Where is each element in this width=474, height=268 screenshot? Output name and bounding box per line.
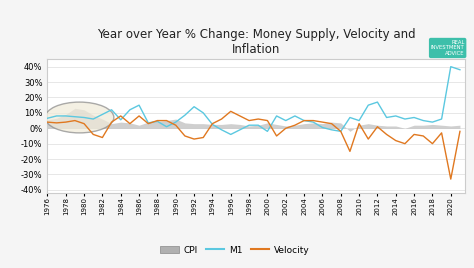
Legend: CPI, M1, Velocity: CPI, M1, Velocity bbox=[157, 242, 313, 258]
Ellipse shape bbox=[45, 102, 114, 133]
Title: Year over Year % Change: Money Supply, Velocity and
Inflation: Year over Year % Change: Money Supply, V… bbox=[97, 28, 415, 56]
Text: REAL
INVESTMENT
ADVICE: REAL INVESTMENT ADVICE bbox=[431, 40, 465, 56]
